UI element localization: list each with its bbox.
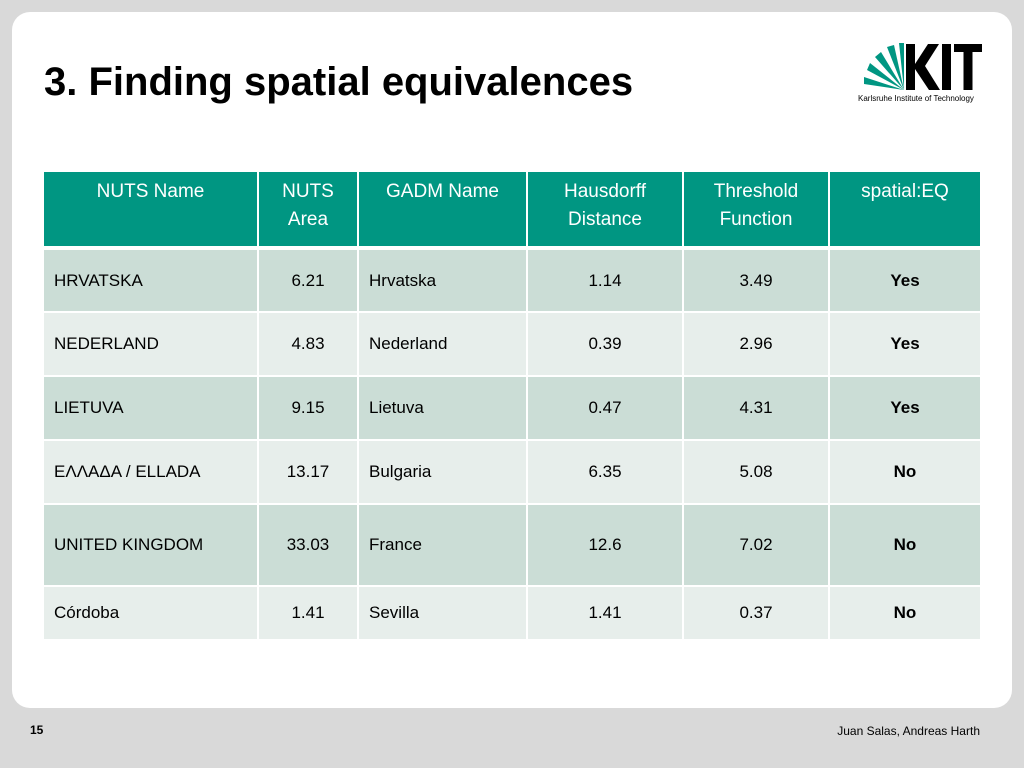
cell-nuts-name: LIETUVA — [44, 375, 259, 441]
slide-title: 3. Finding spatial equivalences — [44, 60, 634, 104]
cell-gadm-name: Bulgaria — [357, 439, 528, 505]
cell-spatial-eq: Yes — [828, 375, 980, 441]
cell-hausdorff: 6.35 — [526, 439, 684, 505]
cell-gadm-name: Nederland — [357, 311, 528, 377]
cell-spatial-eq: Yes — [828, 311, 980, 377]
cell-threshold: 7.02 — [682, 503, 830, 587]
cell-threshold: 2.96 — [682, 311, 830, 377]
table-row: LIETUVA 9.15 Lietuva 0.47 4.31 Yes — [44, 375, 980, 441]
cell-nuts-name: HRVATSKA — [44, 247, 259, 313]
footer-authors: Juan Salas, Andreas Harth — [837, 724, 980, 738]
header-gadm-name: GADM Name — [357, 172, 528, 250]
cell-hausdorff: 0.47 — [526, 375, 684, 441]
cell-spatial-eq: Yes — [828, 247, 980, 313]
table-row: ΕΛΛΑΔΑ / ELLADA 13.17 Bulgaria 6.35 5.08… — [44, 439, 980, 505]
cell-gadm-name: Hrvatska — [357, 247, 528, 313]
spatial-equivalence-table: NUTS Name NUTS Area GADM Name Hausdorff … — [44, 172, 980, 641]
cell-hausdorff: 0.39 — [526, 311, 684, 377]
header-nuts-name: NUTS Name — [44, 172, 259, 250]
header-nuts-area: NUTS Area — [257, 172, 359, 250]
cell-nuts-name: UNITED KINGDOM — [44, 503, 259, 587]
cell-nuts-area: 6.21 — [257, 247, 359, 313]
cell-gadm-name: Sevilla — [357, 585, 528, 641]
slide: 3. Finding spatial equivalences Karlsruh… — [12, 12, 1012, 708]
header-threshold-function: Threshold Function — [682, 172, 830, 250]
cell-gadm-name: France — [357, 503, 528, 587]
cell-spatial-eq: No — [828, 439, 980, 505]
kit-logo-mark — [864, 43, 982, 90]
cell-gadm-name: Lietuva — [357, 375, 528, 441]
cell-nuts-area: 4.83 — [257, 311, 359, 377]
cell-hausdorff: 12.6 — [526, 503, 684, 587]
table-header-row: NUTS Name NUTS Area GADM Name Hausdorff … — [44, 172, 980, 250]
cell-nuts-area: 13.17 — [257, 439, 359, 505]
cell-nuts-area: 1.41 — [257, 585, 359, 641]
cell-hausdorff: 1.41 — [526, 585, 684, 641]
header-hausdorff-distance: Hausdorff Distance — [526, 172, 684, 250]
cell-nuts-name: ΕΛΛΑΔΑ / ELLADA — [44, 439, 259, 505]
table-row: HRVATSKA 6.21 Hrvatska 1.14 3.49 Yes — [44, 247, 980, 313]
table-row: NEDERLAND 4.83 Nederland 0.39 2.96 Yes — [44, 311, 980, 377]
cell-threshold: 5.08 — [682, 439, 830, 505]
cell-nuts-area: 33.03 — [257, 503, 359, 587]
cell-threshold: 0.37 — [682, 585, 830, 641]
cell-nuts-name: NEDERLAND — [44, 311, 259, 377]
cell-threshold: 3.49 — [682, 247, 830, 313]
cell-nuts-name: Córdoba — [44, 585, 259, 641]
table-row: UNITED KINGDOM 33.03 France 12.6 7.02 No — [44, 503, 980, 587]
cell-threshold: 4.31 — [682, 375, 830, 441]
cell-spatial-eq: No — [828, 585, 980, 641]
cell-hausdorff: 1.14 — [526, 247, 684, 313]
cell-spatial-eq: No — [828, 503, 980, 587]
header-spatial-eq: spatial:EQ — [828, 172, 980, 250]
kit-logo: Karlsruhe Institute of Technology — [858, 38, 984, 108]
logo-subtitle: Karlsruhe Institute of Technology — [858, 94, 974, 103]
cell-nuts-area: 9.15 — [257, 375, 359, 441]
page-number: 15 — [30, 723, 44, 737]
table-row: Córdoba 1.41 Sevilla 1.41 0.37 No — [44, 585, 980, 641]
